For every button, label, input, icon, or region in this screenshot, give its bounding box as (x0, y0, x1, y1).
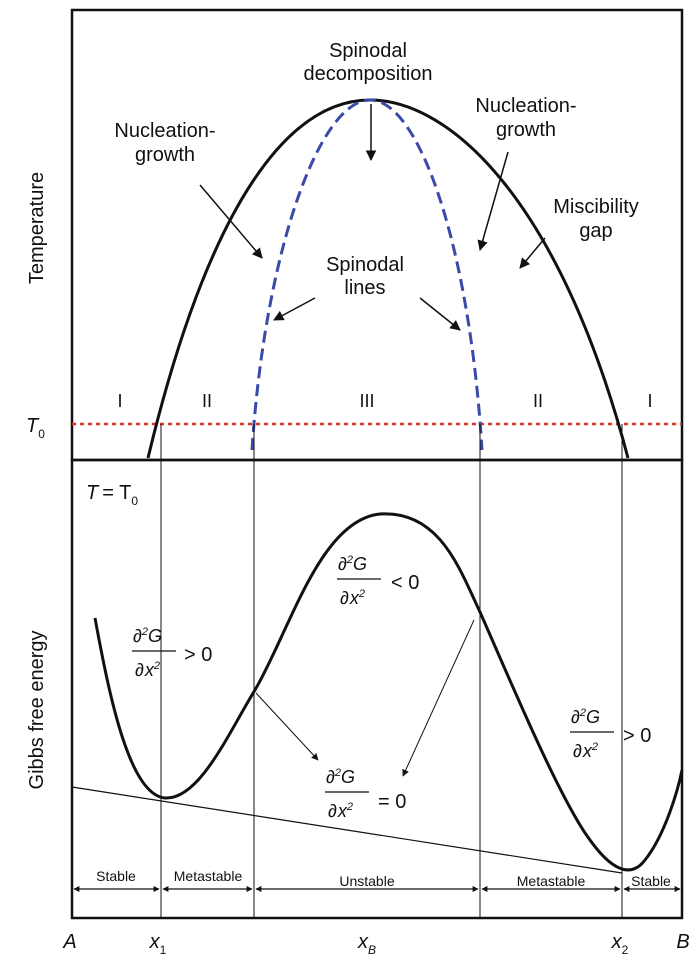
svg-text:∂2G: ∂2G (326, 767, 355, 787)
spinodal-lines-right-arrow (419, 297, 461, 331)
derivative-positive-right: ∂2G ∂x2 > 0 (570, 707, 651, 761)
svg-text:> 0: > 0 (184, 644, 212, 666)
gibbs-axis-title: Gibbs free energy (26, 631, 48, 790)
axis-label-xb: xB (357, 931, 376, 957)
derivative-zero: ∂2G ∂x2 = 0 (325, 767, 406, 821)
svg-text:∂x2: ∂x2 (135, 660, 160, 680)
spinodal-lines-label-2: lines (344, 277, 385, 299)
gibbs-energy-curve (93, 512, 684, 872)
spinodal-decomposition-label-2: decomposition (304, 63, 433, 85)
miscibility-gap-curve (146, 98, 630, 459)
svg-text:∂x2: ∂x2 (328, 801, 353, 821)
nucleation-right-label-2: growth (496, 119, 556, 141)
zone-label-stable-right: Stable (631, 873, 671, 889)
svg-text:∂2G: ∂2G (571, 707, 600, 727)
derivative-positive-left: ∂2G ∂x2 > 0 (132, 626, 212, 680)
region-label-2-left: II (202, 391, 212, 411)
svg-text:∂2G: ∂2G (133, 626, 162, 646)
inflection-arrow-left (255, 692, 319, 761)
t0-label: T0 (26, 415, 45, 441)
zone-label-stable-left: Stable (96, 868, 136, 884)
svg-text:= 0: = 0 (378, 791, 406, 813)
nucleation-left-label-2: growth (135, 144, 195, 166)
bottom-panel-frame (70, 458, 684, 920)
svg-text:∂x2: ∂x2 (573, 741, 598, 761)
zone-label-metastable-right: Metastable (517, 873, 586, 889)
svg-text:∂2G: ∂2G (338, 554, 367, 574)
nucleation-left-arrow (199, 184, 263, 259)
nucleation-left-label-1: Nucleation- (114, 120, 215, 142)
region-label-1-right: I (647, 391, 652, 411)
zone-label-metastable-left: Metastable (174, 868, 243, 884)
miscibility-gap-arrow (519, 237, 546, 269)
svg-text:∂x2: ∂x2 (340, 588, 365, 608)
spinodal-lines-label-1: Spinodal (326, 254, 404, 276)
miscibility-gap-label-1: Miscibility (553, 196, 639, 218)
region-label-2-right: II (533, 391, 543, 411)
nucleation-right-arrow (477, 151, 509, 252)
region-label-1-left: I (117, 391, 122, 411)
svg-text:< 0: < 0 (391, 572, 419, 594)
svg-text:> 0: > 0 (623, 725, 651, 747)
spinodal-lines-left-arrow (273, 297, 316, 321)
common-tangent-line (71, 786, 623, 874)
axis-label-x2: x2 (611, 931, 629, 957)
condition-label: T = T0 (86, 482, 138, 508)
spinodal-decomposition-label-1: Spinodal (329, 40, 407, 62)
inflection-arrow-right (402, 619, 475, 777)
nucleation-right-label-1: Nucleation- (475, 95, 576, 117)
region-label-3: III (359, 391, 374, 411)
axis-end-a: A (62, 931, 76, 953)
temperature-axis-title: Temperature (26, 172, 48, 284)
zone-label-unstable: Unstable (339, 873, 394, 889)
derivative-negative: ∂2G ∂x2 < 0 (337, 554, 419, 608)
axis-label-x1: x1 (149, 931, 167, 957)
miscibility-gap-label-2: gap (579, 220, 612, 242)
spinodal-curve (250, 98, 484, 451)
axis-end-b: B (676, 931, 689, 953)
